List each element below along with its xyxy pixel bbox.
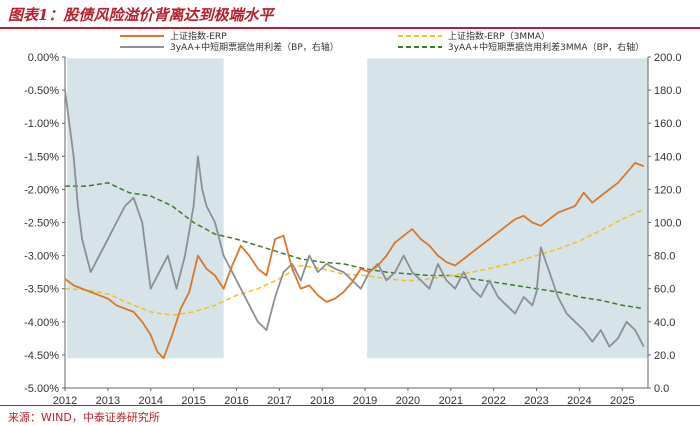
left-tick-label: -2.50%	[24, 218, 59, 230]
shaded-periods	[67, 58, 648, 359]
left-tick-label: -4.00%	[24, 317, 59, 329]
title-rule	[0, 27, 700, 29]
legend: 上证指数-ERP 上证指数-ERP（3MMA） 3yAA+中短期票据信用利差（BP，…	[120, 30, 644, 53]
left-tick-label: -0.50%	[24, 85, 59, 97]
x-tick-label: 2014	[138, 395, 162, 407]
right-tick-label: 40.0	[654, 317, 675, 329]
right-tick-label: 180.0	[654, 85, 682, 97]
right-tick-label: 100.0	[654, 218, 682, 230]
shaded-period-1	[367, 58, 648, 359]
x-tick-label: 2024	[567, 395, 591, 407]
x-tick-label: 2013	[96, 395, 120, 407]
left-tick-label: 0.00%	[28, 52, 59, 64]
chart-axes	[62, 56, 651, 391]
left-tick-label: -1.00%	[24, 118, 59, 130]
right-tick-label: 80.0	[654, 251, 675, 263]
x-tick-label: 2019	[353, 395, 377, 407]
right-tick-label: 20.0	[654, 350, 675, 362]
x-tick-label: 2022	[481, 395, 505, 407]
legend-label-spread: 3yAA+中短期票据信用利差（BP，右轴）	[170, 41, 339, 53]
source-rule	[0, 405, 700, 406]
x-tick-label: 2012	[53, 395, 77, 407]
left-tick-label: -3.00%	[24, 251, 59, 263]
tick-labels: 0.00% -0.50% -1.00% -1.50% -2.00% -2.50% -3.00…	[24, 52, 681, 407]
x-tick-label: 2023	[524, 395, 548, 407]
left-tick-label: -5.00%	[24, 383, 59, 395]
legend-label-spread_ma: 3yAA+中短期票据信用利差3MMA（BP，右轴）	[448, 41, 644, 53]
shaded-period-0	[67, 58, 224, 359]
x-tick-label: 2021	[439, 395, 463, 407]
right-tick-label: 140.0	[654, 151, 682, 163]
right-tick-label: 120.0	[654, 184, 682, 196]
series-line-erp	[64, 161, 645, 360]
legend-label-erp: 上证指数-ERP	[170, 30, 227, 42]
x-tick-label: 2025	[610, 395, 634, 407]
x-tick-label: 2018	[310, 395, 334, 407]
chart-title: 图表1：股债风险溢价背离达到极端水平	[8, 6, 274, 24]
x-tick-label: 2016	[224, 395, 248, 407]
right-tick-label: 200.0	[654, 52, 682, 64]
left-tick-label: -1.50%	[24, 151, 59, 163]
series-line-spread_ma	[65, 182, 644, 310]
left-tick-label: -4.50%	[24, 350, 59, 362]
x-tick-label: 2015	[181, 395, 205, 407]
x-tick-label: 2017	[267, 395, 291, 407]
source-note: 来源：WIND，中泰证券研究所	[8, 411, 160, 424]
right-tick-label: 60.0	[654, 284, 675, 296]
series-line-erp_ma	[64, 208, 645, 316]
series-lines	[64, 89, 645, 360]
right-tick-label: 160.0	[654, 118, 682, 130]
left-tick-label: -3.50%	[24, 284, 59, 296]
legend-label-erp_ma: 上证指数-ERP（3MMA）	[448, 30, 550, 42]
x-tick-label: 2020	[396, 395, 420, 407]
left-tick-label: -2.00%	[24, 184, 59, 196]
series-line-spread	[64, 89, 645, 348]
right-tick-label: 0.0	[654, 383, 669, 395]
